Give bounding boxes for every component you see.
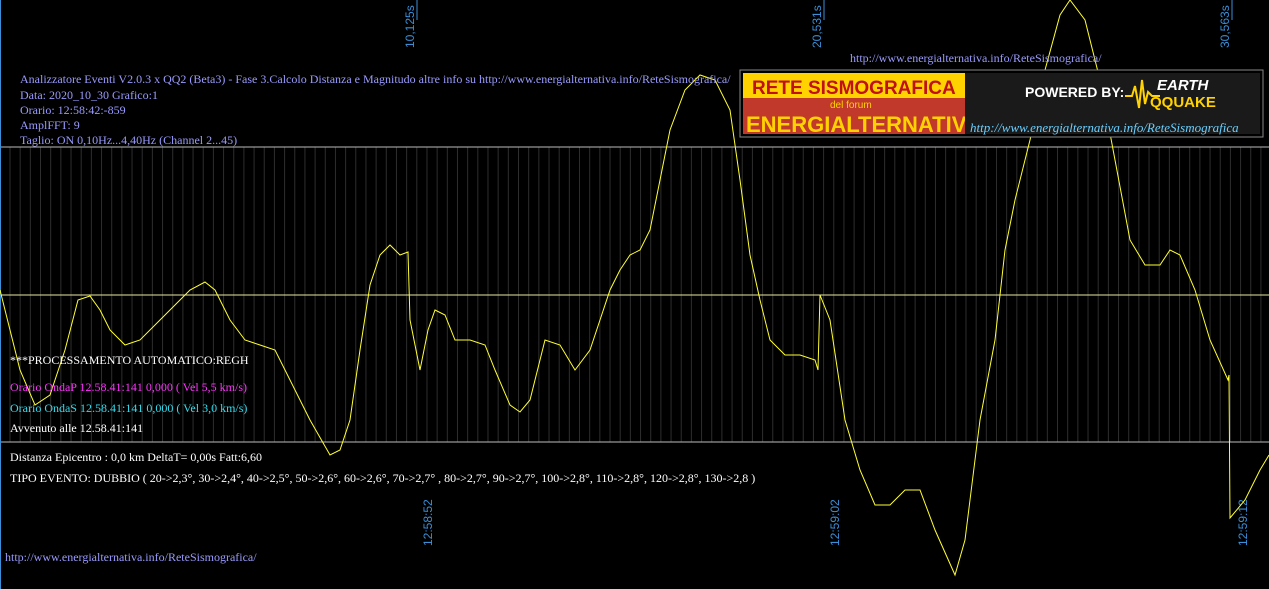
- time-label: 12:59:12: [1236, 499, 1250, 546]
- avvenuto: Avvenuto alle 12.58.41:141: [10, 421, 143, 435]
- top-marker: 30,563s: [1218, 5, 1232, 48]
- top-marker: 20,531s: [810, 5, 824, 48]
- distanza: Distanza Epicentro : 0,0 km DeltaT= 0,00…: [10, 450, 262, 464]
- quake-icon: [1125, 79, 1160, 109]
- logo-right: [965, 73, 1260, 134]
- top-url: http://www.energialternativa.info/ReteSi…: [850, 51, 1102, 65]
- bottom-url: http://www.energialternativa.info/ReteSi…: [5, 550, 257, 564]
- logo-band: [743, 98, 965, 134]
- info-line: Analizzatore Eventi V2.0.3 x QQ2 (Beta3)…: [20, 72, 731, 86]
- logo-url: http://www.energialternativa.info/ReteSi…: [970, 120, 1239, 135]
- quake: QQUAKE: [1150, 94, 1216, 111]
- logo-name: ENERGIALTERNATIVA: [746, 112, 981, 137]
- top-marker: 10,125s: [403, 5, 417, 48]
- waveform: [0, 0, 1269, 577]
- time-label: 12:59:02: [828, 499, 842, 546]
- logo-band: [743, 73, 965, 98]
- info-line: Orario: 12:58:42:-859: [20, 103, 126, 117]
- logo: RETE SISMOGRAFICA del forum ENERGIALTERN…: [739, 69, 1264, 138]
- info-line: AmplFFT: 9: [20, 118, 80, 132]
- logo-title: RETE SISMOGRAFICA: [752, 78, 956, 99]
- logo-sub: del forum: [830, 100, 872, 111]
- onda-s: Orario OndaS 12.58.41:141 0,000 ( Vel 3,…: [10, 401, 247, 415]
- second-markers: [416, 0, 1233, 20]
- earth: EARTH: [1157, 77, 1210, 94]
- processing-title: ***PROCESSAMENTO AUTOMATICO:REGH: [10, 353, 249, 367]
- tipo-evento: TIPO EVENTO: DUBBIO ( 20->2,3°, 30->2,4°…: [10, 471, 755, 485]
- time-label: 12:58:52: [421, 499, 435, 546]
- info-line: Taglio: ON 0,10Hz...4,40Hz (Channel 2...…: [20, 133, 237, 147]
- onda-p: Orario OndaP 12.58.41:141 0,000 ( Vel 5,…: [10, 380, 247, 394]
- info-line: Data: 2020_10_30 Grafico:1: [20, 88, 158, 102]
- powered-by: POWERED BY:: [1025, 84, 1124, 100]
